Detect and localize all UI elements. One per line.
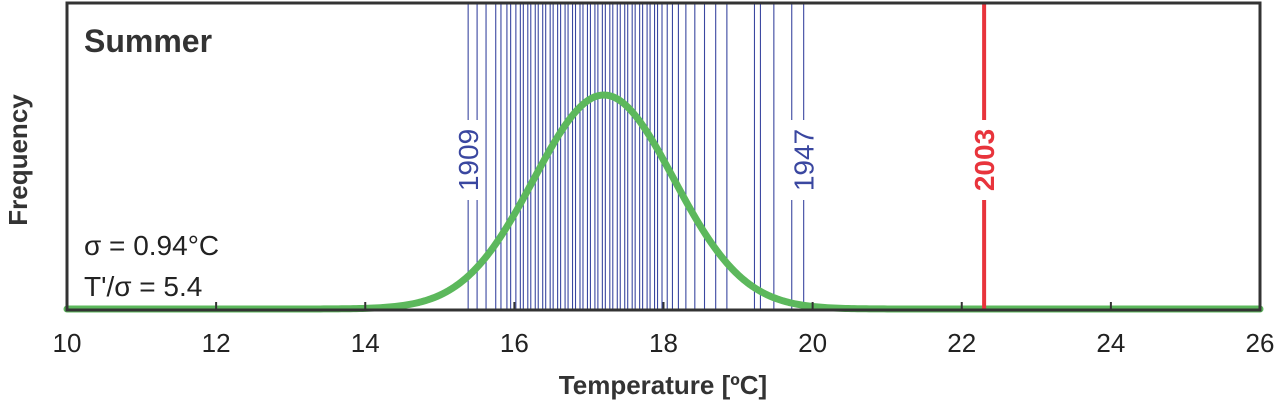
y-axis-label: Frequency xyxy=(3,94,33,226)
year-label-bg-1909 xyxy=(452,120,485,200)
year-label-bg-1947 xyxy=(787,120,820,200)
x-tick-label-10: 10 xyxy=(53,328,82,358)
x-tick-label-20: 20 xyxy=(798,328,827,358)
x-axis-ticks: 10 12 14 16 18 20 22 24 26 xyxy=(53,302,1275,358)
year-label-1909: 1909 xyxy=(453,129,484,191)
ratio-annotation: T'/σ = 5.4 xyxy=(84,271,202,302)
year-label-bg-2003 xyxy=(968,120,1001,200)
year-label-2003: 2003 xyxy=(969,129,1000,191)
year-lines xyxy=(467,3,805,310)
chart-title: Summer xyxy=(84,23,212,59)
x-tick-label-26: 26 xyxy=(1246,328,1275,358)
x-tick-label-12: 12 xyxy=(202,328,231,358)
frequency-curve xyxy=(63,91,1264,313)
x-axis-label: Temperature [ºC] xyxy=(559,370,767,400)
x-tick-label-22: 22 xyxy=(947,328,976,358)
year-label-1947: 1947 xyxy=(789,129,820,191)
year-labels: 1909 1947 2003 xyxy=(452,120,1001,200)
sigma-annotation: σ = 0.94°C xyxy=(84,230,219,261)
x-tick-label-24: 24 xyxy=(1096,328,1125,358)
x-tick-label-16: 16 xyxy=(500,328,529,358)
x-tick-label-14: 14 xyxy=(351,328,380,358)
x-tick-label-18: 18 xyxy=(649,328,678,358)
